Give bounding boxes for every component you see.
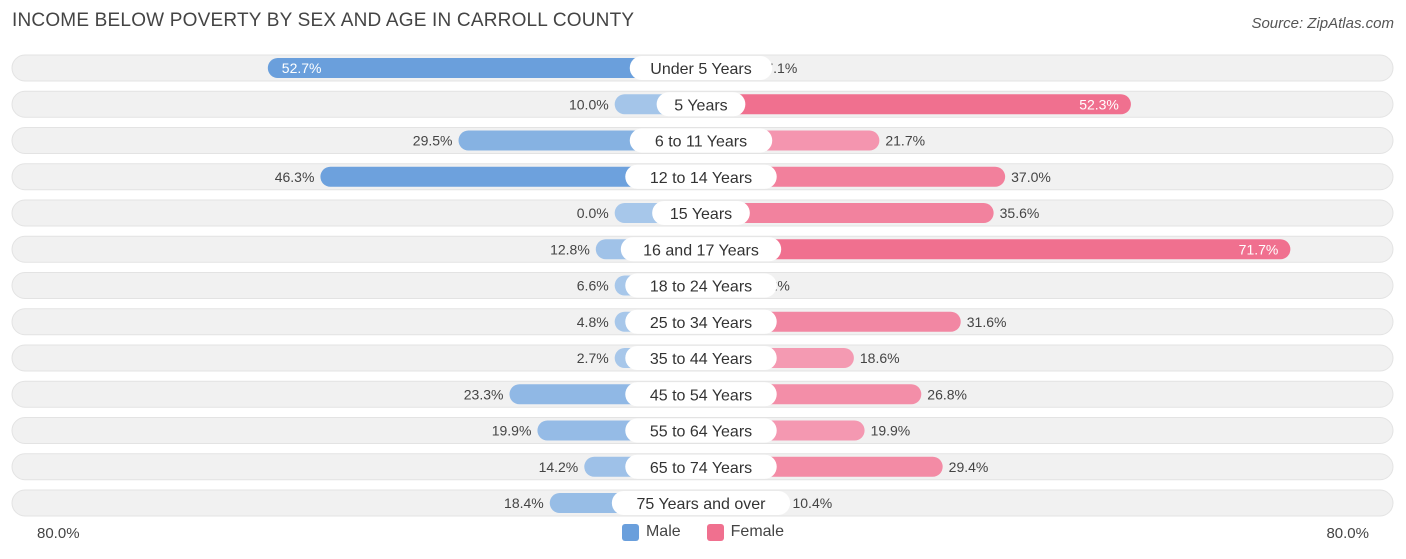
bar-male xyxy=(267,58,701,78)
legend-swatch-male xyxy=(621,523,639,541)
category-label: 16 and 17 Years xyxy=(643,242,759,259)
category-label: 6 to 11 Years xyxy=(655,134,747,151)
category-label: 55 to 64 Years xyxy=(650,424,752,441)
data-label-male: 46.3% xyxy=(275,169,315,185)
data-label-male: 18.4% xyxy=(504,495,544,511)
data-label-male: 6.6% xyxy=(577,278,609,294)
category-label: 25 to 34 Years xyxy=(650,315,752,332)
data-label-male: 29.5% xyxy=(413,133,453,149)
legend-item-male: Male xyxy=(621,523,681,541)
category-pill xyxy=(629,56,773,80)
data-label-female: 10.4% xyxy=(792,495,832,511)
data-label-male: 10.0% xyxy=(569,96,609,112)
data-label-female: 31.6% xyxy=(967,314,1007,330)
data-label-female: 52.3% xyxy=(1079,96,1119,112)
category-pill xyxy=(625,273,777,298)
data-label-male: 0.0% xyxy=(577,205,609,221)
data-label-male: 52.7% xyxy=(282,60,322,76)
data-label-female: 21.7% xyxy=(885,133,925,149)
category-label: Under 5 Years xyxy=(650,61,751,78)
data-label-female: 37.0% xyxy=(1011,169,1051,185)
data-label-male: 14.2% xyxy=(539,459,579,475)
data-label-male: 19.9% xyxy=(492,423,532,439)
legend: Male Female xyxy=(0,523,1406,541)
category-pill xyxy=(625,346,777,370)
axis-left-max-label: 80.0% xyxy=(37,525,80,542)
bar-female xyxy=(701,166,1006,187)
data-label-male: 12.8% xyxy=(550,241,590,257)
category-label: 65 to 74 Years xyxy=(650,460,752,477)
data-label-female: 26.8% xyxy=(927,386,967,402)
data-label-male: 23.3% xyxy=(464,386,504,402)
data-label-male: 2.7% xyxy=(577,350,609,366)
data-label-female: 19.9% xyxy=(871,423,911,439)
bar-female xyxy=(701,94,1131,115)
category-pill xyxy=(656,92,746,117)
data-label-female: 7.1% xyxy=(765,60,797,76)
legend-label-female: Female xyxy=(730,523,785,540)
axis-right-max-label: 80.0% xyxy=(1326,525,1369,542)
chart-title: INCOME BELOW POVERTY BY SEX AND AGE IN C… xyxy=(12,10,635,31)
data-label-female: 29.4% xyxy=(949,459,989,475)
category-label: 5 Years xyxy=(674,97,727,114)
bar-female xyxy=(701,239,1291,260)
category-label: 18 to 24 Years xyxy=(650,279,752,296)
legend-swatch-female xyxy=(706,523,724,541)
data-label-female: 18.6% xyxy=(860,350,900,366)
bar-male xyxy=(320,166,701,187)
category-pill xyxy=(625,454,777,479)
category-pill xyxy=(652,201,750,225)
source-credit: Source: ZipAtlas.com xyxy=(1251,15,1394,32)
category-pill xyxy=(620,237,782,262)
data-label-female: 71.7% xyxy=(1239,241,1279,257)
category-pill xyxy=(611,491,791,515)
category-label: 12 to 14 Years xyxy=(650,170,752,187)
category-pill xyxy=(625,382,777,407)
category-pill xyxy=(629,128,773,153)
data-label-female: 35.6% xyxy=(1000,205,1040,221)
category-pill xyxy=(625,164,777,189)
category-pill xyxy=(625,309,777,334)
bar-female xyxy=(701,203,994,223)
legend-label-male: Male xyxy=(645,523,681,540)
category-label: 35 to 44 Years xyxy=(650,351,752,368)
category-label: 15 Years xyxy=(670,206,732,223)
category-label: 45 to 54 Years xyxy=(650,387,752,404)
legend-item-female: Female xyxy=(706,523,785,541)
data-label-male: 4.8% xyxy=(577,314,609,330)
category-label: 75 Years and over xyxy=(637,496,767,513)
category-pill xyxy=(625,418,777,443)
